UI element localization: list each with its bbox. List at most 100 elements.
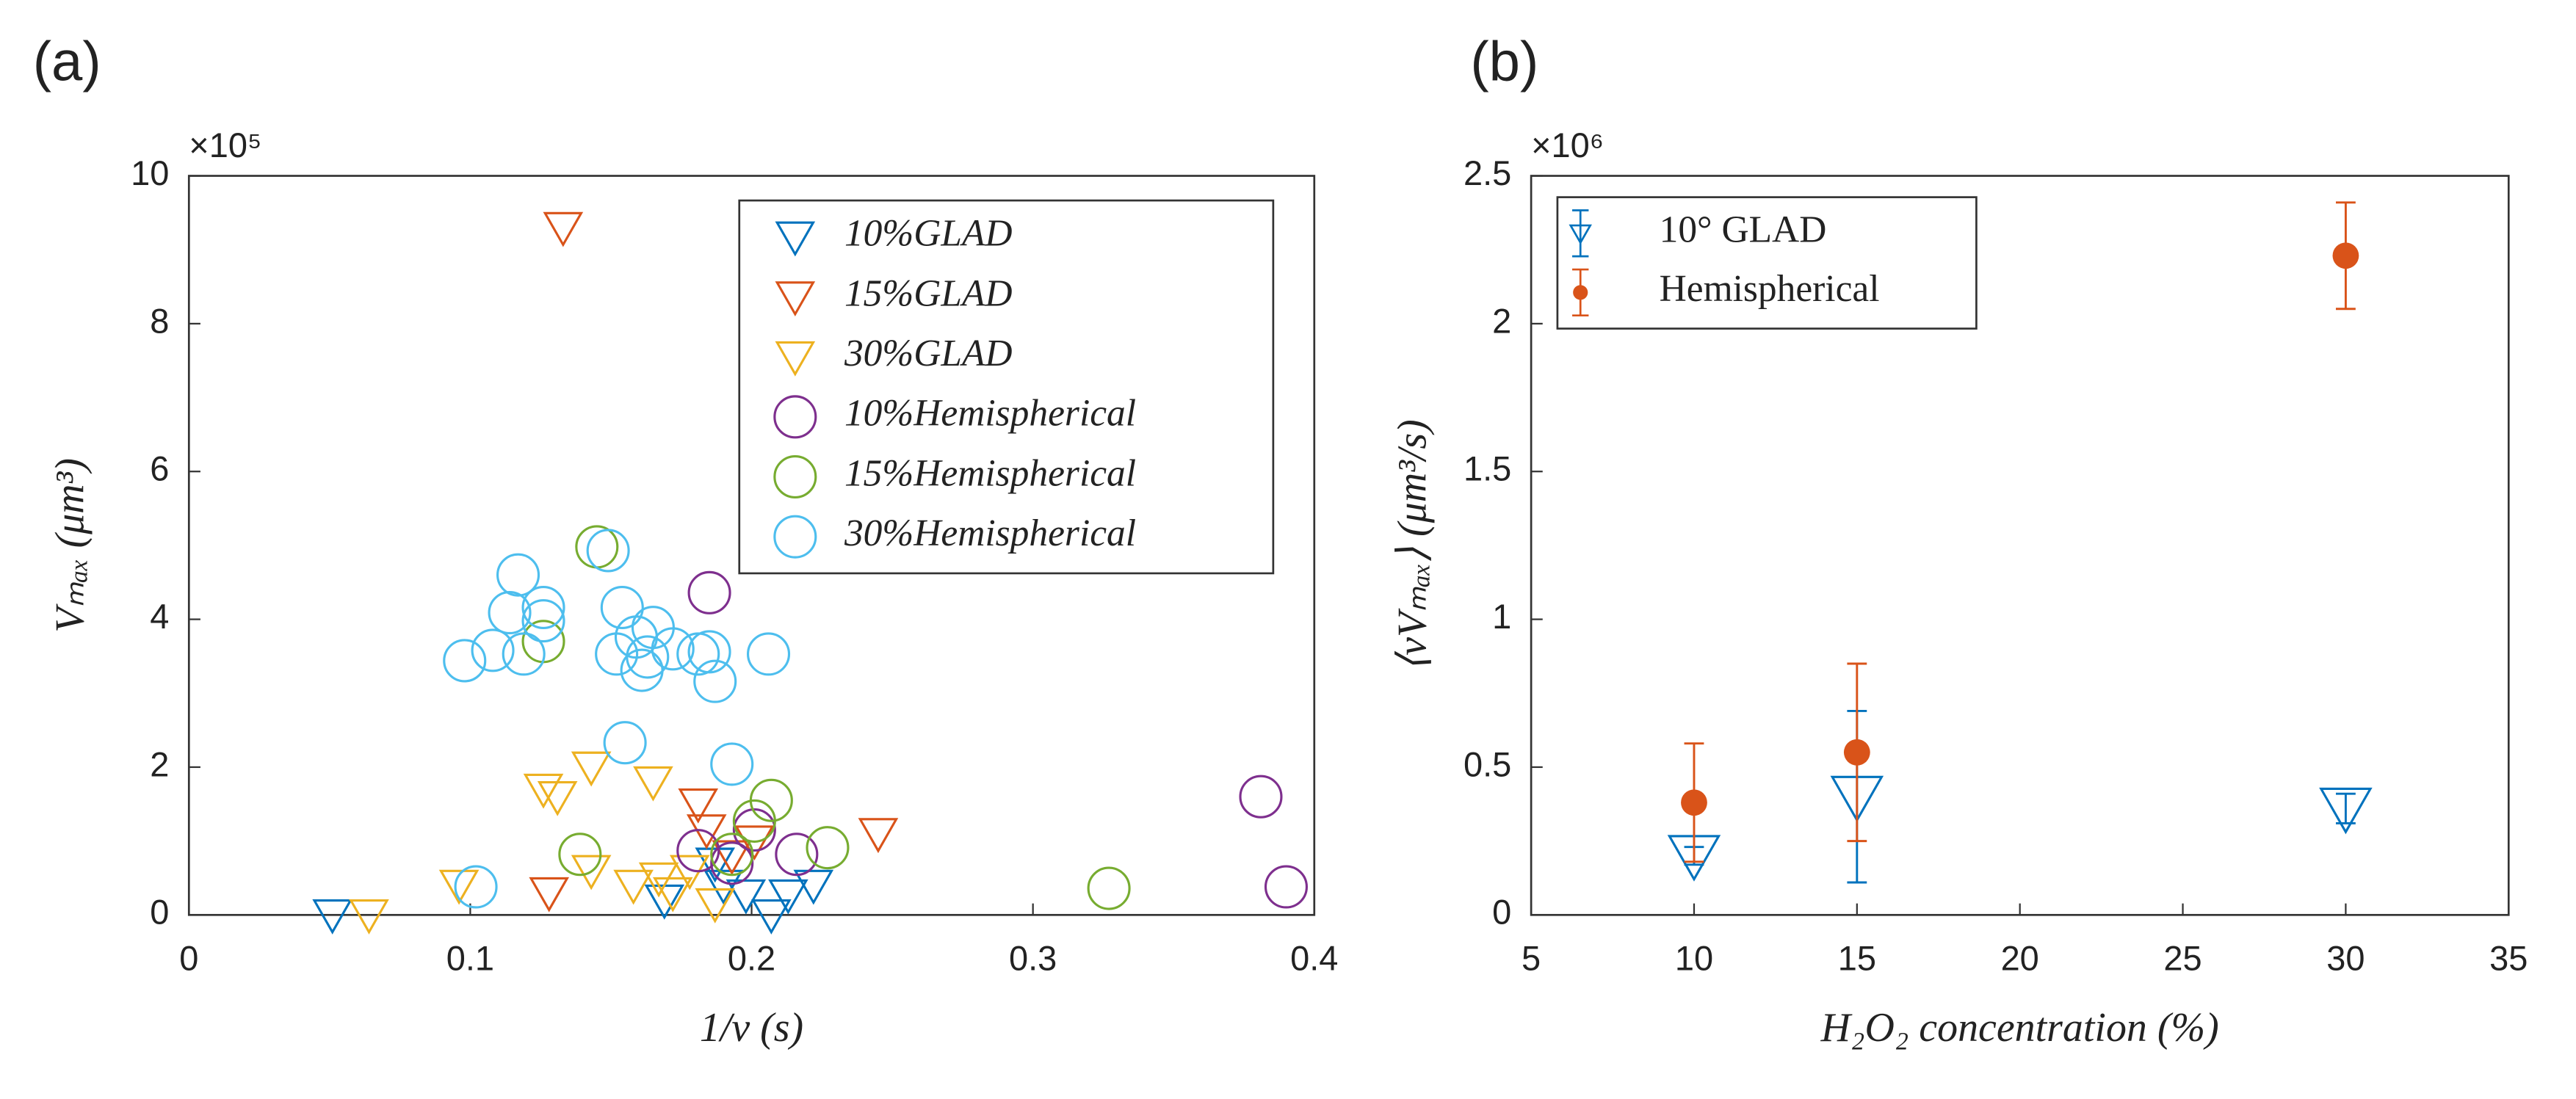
legend-marker [773, 454, 817, 499]
panel-label: (b) [1470, 31, 1538, 93]
data-point [793, 869, 834, 905]
legend-marker [773, 395, 817, 439]
data-point [613, 869, 654, 905]
data-point [1264, 865, 1309, 909]
data-point [543, 211, 584, 247]
data-point [571, 855, 612, 891]
data-point [488, 590, 532, 635]
data-point [693, 659, 737, 703]
data-point [626, 635, 670, 679]
legend-marker [775, 281, 816, 317]
data-point [529, 877, 569, 913]
x-tick-label: 20 [2001, 938, 2039, 977]
data-point [443, 639, 487, 683]
data-point [1087, 866, 1131, 910]
data-point [502, 632, 546, 676]
data-point [496, 553, 540, 597]
y-axis-label: ⟨νVₘₐₓ⟩ (μm³/s) [1389, 419, 1435, 671]
data-point [633, 766, 673, 802]
legend-marker [775, 221, 816, 257]
data-point [652, 877, 693, 913]
data-point [312, 899, 352, 935]
data-point [775, 833, 819, 877]
data-point [710, 841, 754, 885]
y-tick-label: 2 [1492, 301, 1511, 340]
data-point [2332, 242, 2359, 269]
data-point [726, 879, 767, 915]
plot-area [1530, 175, 2510, 916]
data-point [521, 599, 565, 643]
x-tick-label: 15 [1838, 938, 1876, 977]
legend-marker [773, 515, 817, 559]
data-point [1681, 789, 1707, 816]
panel-label: (a) [33, 31, 101, 93]
data-point [521, 585, 565, 630]
legend-errorbar [1572, 209, 1589, 258]
data-point [768, 879, 808, 915]
legend-label: 10%GLAD [844, 213, 1013, 255]
x-tick-label: 0.3 [1009, 938, 1057, 977]
x-tick-label: 0.2 [728, 938, 775, 977]
data-point [438, 869, 480, 905]
legend-marker [1569, 224, 1592, 245]
data-point [703, 869, 744, 905]
legend-label: 15%Hemispherical [844, 452, 1136, 494]
x-axis-label: H₂O₂ concentration (%) [1820, 1005, 2219, 1051]
data-point [746, 632, 791, 676]
legend-label: 10%Hemispherical [844, 393, 1136, 435]
legend-label: 10° GLAD [1660, 209, 1827, 251]
data-point [537, 780, 578, 816]
legend-marker [1573, 285, 1588, 300]
data-point [710, 742, 754, 786]
y-tick-label: 0 [150, 893, 169, 932]
data-point [732, 799, 776, 843]
y-tick-label: 10 [131, 153, 169, 192]
legend-label: Hemispherical [1660, 268, 1880, 310]
y-tick-label: 1.5 [1464, 449, 1511, 488]
data-point [523, 773, 564, 809]
data-point [669, 855, 710, 891]
x-tick-label: 5 [1522, 938, 1541, 977]
data-point [614, 615, 658, 659]
y-tick-label: 1 [1492, 597, 1511, 636]
plot-area [187, 175, 1316, 916]
data-point [676, 829, 720, 873]
data-point [600, 585, 644, 630]
y-tick-label: 2 [150, 744, 169, 783]
data-point [806, 826, 850, 870]
y-tick-label: 8 [150, 301, 169, 340]
x-tick-label: 30 [2326, 938, 2365, 977]
data-point [687, 570, 731, 614]
data-point [686, 814, 727, 850]
x-tick-label: 0.1 [446, 938, 494, 977]
data-point [732, 808, 776, 852]
legend-label: 15%GLAD [844, 272, 1013, 314]
data-point [571, 751, 612, 787]
legend-label: 30%GLAD [844, 333, 1013, 374]
data-point [734, 825, 775, 861]
x-tick-label: 0 [179, 938, 198, 977]
data-point [454, 865, 498, 909]
data-point [2319, 787, 2373, 835]
axis-exponent: ×10⁶ [1531, 126, 1604, 164]
legend-box [1556, 196, 1978, 330]
data-point [471, 628, 515, 672]
data-point [1843, 739, 1870, 766]
legend-label: 30%Hemispherical [844, 512, 1136, 554]
data-point [858, 818, 899, 854]
data-point [678, 788, 719, 824]
y-tick-label: 0 [1492, 893, 1511, 932]
data-point [710, 833, 754, 877]
x-tick-label: 25 [2163, 938, 2201, 977]
data-point [603, 721, 647, 765]
y-axis-label: Vₘₐₓ (μm³) [48, 458, 93, 633]
x-axis-label: 1/ν (s) [700, 1005, 803, 1051]
y-tick-label: 2.5 [1464, 153, 1511, 192]
y-tick-label: 4 [150, 597, 169, 636]
data-point [695, 847, 736, 883]
x-tick-label: 10 [1675, 938, 1713, 977]
y-tick-label: 6 [150, 449, 169, 488]
data-point [687, 630, 731, 674]
error-bar [2335, 792, 2356, 824]
